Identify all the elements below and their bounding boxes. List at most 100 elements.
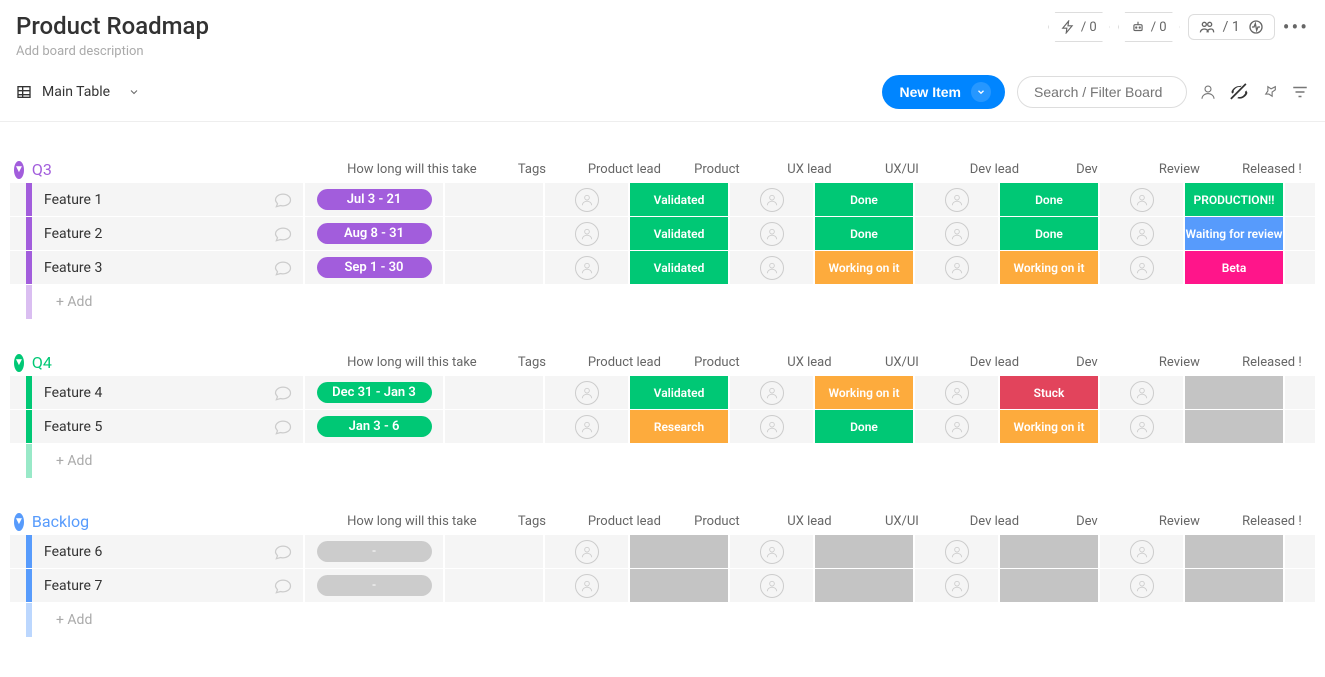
column-header[interactable]: Tags (482, 349, 582, 376)
item-name[interactable]: Feature 7 (32, 578, 273, 594)
person-cell[interactable] (543, 217, 628, 250)
person-cell[interactable] (1098, 183, 1183, 216)
person-cell[interactable] (1098, 569, 1183, 602)
person-cell[interactable] (913, 410, 998, 443)
column-header[interactable]: Released ! (1222, 508, 1322, 535)
person-cell[interactable] (913, 569, 998, 602)
chat-icon[interactable] (273, 383, 293, 403)
status-cell[interactable] (998, 569, 1098, 602)
chat-icon[interactable] (273, 258, 293, 278)
column-header[interactable]: UX lead (767, 156, 852, 183)
column-header[interactable]: Product lead (582, 156, 667, 183)
status-cell[interactable] (998, 535, 1098, 568)
person-cell[interactable] (543, 376, 628, 409)
column-header[interactable]: How long will this take (342, 349, 482, 376)
status-cell[interactable]: Done (813, 183, 913, 216)
status-cell[interactable]: Done (813, 217, 913, 250)
add-item-row[interactable]: + Add (10, 603, 1315, 637)
status-cell[interactable]: PRODUCTION!! (1183, 183, 1283, 216)
status-cell[interactable]: Validated (628, 376, 728, 409)
more-menu-icon[interactable]: ••• (1283, 15, 1309, 39)
column-header[interactable]: Released ! (1222, 349, 1322, 376)
status-cell[interactable] (628, 535, 728, 568)
person-cell[interactable] (543, 410, 628, 443)
add-item-row[interactable]: + Add (10, 444, 1315, 478)
timeline-cell[interactable]: - (303, 535, 443, 568)
column-header[interactable]: Review (1137, 349, 1222, 376)
table-row[interactable]: Feature 2Aug 8 - 31ValidatedDoneDoneWait… (10, 217, 1315, 251)
chat-icon[interactable] (273, 190, 293, 210)
column-header[interactable]: Dev (1037, 156, 1137, 183)
chat-icon[interactable] (273, 224, 293, 244)
person-cell[interactable] (543, 569, 628, 602)
column-header[interactable]: Tags (482, 156, 582, 183)
new-item-button[interactable]: New Item (882, 75, 1005, 109)
person-cell[interactable] (1098, 251, 1183, 284)
column-header[interactable]: Tags (482, 508, 582, 535)
status-cell[interactable]: Working on it (813, 376, 913, 409)
table-row[interactable]: Feature 6- (10, 535, 1315, 569)
table-row[interactable]: Feature 1Jul 3 - 21ValidatedDoneDonePROD… (10, 183, 1315, 217)
table-row[interactable]: Feature 7- (10, 569, 1315, 603)
status-cell[interactable]: Done (813, 410, 913, 443)
person-cell[interactable] (728, 376, 813, 409)
pin-icon[interactable] (1261, 83, 1279, 101)
column-header[interactable]: How long will this take (342, 508, 482, 535)
person-cell[interactable] (1098, 535, 1183, 568)
hide-icon[interactable] (1229, 82, 1249, 102)
status-cell[interactable]: Working on it (998, 251, 1098, 284)
person-cell[interactable] (913, 251, 998, 284)
collapse-icon[interactable]: ▼ (14, 354, 24, 372)
column-header[interactable]: UX lead (767, 349, 852, 376)
column-header[interactable]: Product (667, 349, 767, 376)
group-name[interactable]: Q4 (32, 353, 342, 372)
person-cell[interactable] (728, 535, 813, 568)
tags-cell[interactable] (443, 183, 543, 216)
table-row[interactable]: Feature 3 Sep 1 - 30 Validated Working on i… (10, 251, 1315, 285)
column-header[interactable]: Dev lead (952, 508, 1037, 535)
column-header[interactable]: Product lead (582, 349, 667, 376)
board-description[interactable]: Add board description (16, 44, 209, 59)
table-row[interactable]: Feature 4Dec 31 - Jan 3ValidatedWorking … (10, 376, 1315, 410)
person-cell[interactable] (913, 535, 998, 568)
person-cell[interactable] (728, 217, 813, 250)
person-cell[interactable] (543, 183, 628, 216)
chat-icon[interactable] (273, 542, 293, 562)
plugs-counter[interactable]: / 0 (1118, 12, 1180, 42)
person-cell[interactable] (728, 183, 813, 216)
item-name[interactable]: Feature 2 (32, 226, 273, 242)
status-cell[interactable]: Working on it (998, 410, 1098, 443)
column-header[interactable]: Dev lead (952, 156, 1037, 183)
column-header[interactable]: UX/UI (852, 349, 952, 376)
person-cell[interactable] (728, 569, 813, 602)
person-cell[interactable] (1098, 217, 1183, 250)
status-cell[interactable]: Working on it (813, 251, 913, 284)
board-title[interactable]: Product Roadmap (16, 12, 209, 40)
status-cell[interactable]: Validated (628, 183, 728, 216)
tags-cell[interactable] (443, 217, 543, 250)
new-item-dropdown[interactable] (971, 82, 991, 102)
status-cell[interactable]: Validated (628, 251, 728, 284)
person-cell[interactable] (1098, 376, 1183, 409)
status-cell[interactable] (1183, 376, 1283, 409)
status-cell[interactable]: Beta (1183, 251, 1283, 284)
status-cell[interactable] (1183, 569, 1283, 602)
moves-counter[interactable]: / 0 (1048, 12, 1110, 42)
column-header[interactable]: Review (1137, 156, 1222, 183)
status-cell[interactable] (628, 569, 728, 602)
status-cell[interactable] (813, 569, 913, 602)
add-item-row[interactable]: + Add (10, 285, 1315, 319)
column-header[interactable]: Product (667, 508, 767, 535)
status-cell[interactable]: Done (998, 183, 1098, 216)
status-cell[interactable]: Waiting for review (1183, 217, 1283, 250)
members-button[interactable]: / 1 (1188, 14, 1275, 40)
column-header[interactable]: Product lead (582, 508, 667, 535)
status-cell[interactable] (1183, 410, 1283, 443)
search-input[interactable] (1017, 76, 1187, 108)
item-name[interactable]: Feature 3 (32, 260, 273, 276)
timeline-cell[interactable]: Sep 1 - 30 (303, 251, 443, 284)
item-name[interactable]: Feature 1 (32, 192, 273, 208)
status-cell[interactable]: Validated (628, 217, 728, 250)
status-cell[interactable] (813, 535, 913, 568)
chat-icon[interactable] (273, 576, 293, 596)
